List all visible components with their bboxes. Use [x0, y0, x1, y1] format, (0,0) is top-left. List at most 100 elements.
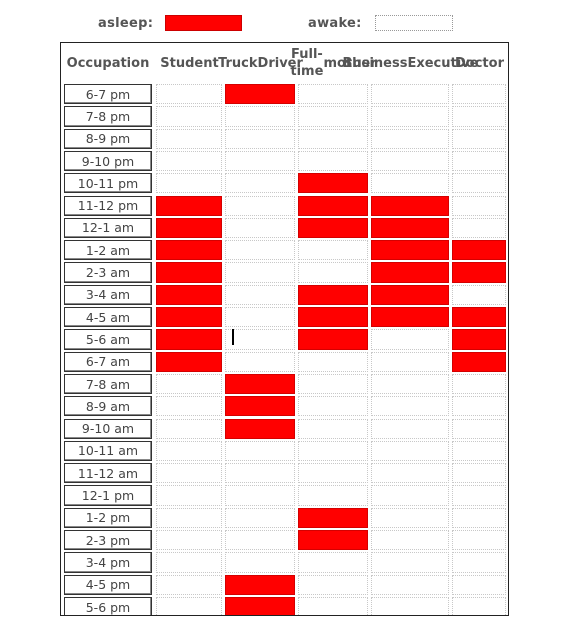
awake-cell [371, 418, 449, 439]
awake-cell [452, 128, 506, 149]
asleep-cell [452, 329, 506, 350]
time-slot-label: 4-5 am [64, 307, 152, 328]
awake-cell [452, 84, 506, 105]
asleep-cell [371, 307, 449, 328]
asleep-cell [452, 240, 506, 261]
awake-cell [225, 463, 295, 484]
asleep-cell [298, 217, 368, 239]
legend: asleep: awake: [0, 14, 565, 34]
awake-cell [225, 195, 295, 216]
asleep-cell [452, 262, 506, 283]
awake-cell [156, 574, 222, 595]
asleep-cell [371, 195, 449, 216]
awake-cell [452, 596, 506, 615]
awake-cell [225, 128, 295, 149]
awake-cell [298, 262, 368, 283]
asleep-cell [298, 195, 368, 216]
awake-cell [298, 418, 368, 439]
time-slot-label: 6-7 pm [64, 84, 152, 105]
awake-cell [452, 396, 506, 417]
awake-cell [225, 440, 295, 462]
awake-cell [298, 240, 368, 261]
awake-cell [225, 262, 295, 283]
awake-cell [225, 485, 295, 506]
awake-cell [371, 596, 449, 615]
awake-cell [298, 574, 368, 595]
awake-cell [452, 530, 506, 551]
time-slot-label: 11-12 am [64, 463, 152, 484]
awake-cell [452, 463, 506, 484]
awake-cell [298, 373, 368, 395]
legend-awake-swatch [375, 15, 453, 31]
time-slot-label: 1-2 pm [64, 507, 152, 528]
awake-cell [371, 574, 449, 595]
column-header-line: Doctor [455, 55, 504, 71]
time-slot-label: 8-9 pm [64, 128, 152, 149]
asleep-cell [298, 507, 368, 528]
time-slot-label: 6-7 am [64, 351, 152, 372]
column-header-line: Truck [218, 55, 258, 71]
text-cursor [232, 329, 234, 345]
awake-cell [452, 284, 506, 305]
awake-cell [225, 150, 295, 172]
asleep-cell [452, 307, 506, 328]
legend-awake-label: awake: [308, 16, 362, 31]
legend-asleep-swatch [165, 15, 242, 31]
awake-cell [452, 373, 506, 395]
awake-cell [298, 84, 368, 105]
time-slot-label: 9-10 am [64, 418, 152, 439]
column-header: Doctor [451, 43, 508, 83]
awake-cell [452, 195, 506, 216]
asleep-cell [225, 418, 295, 439]
asleep-cell [156, 284, 222, 305]
awake-cell [298, 150, 368, 172]
awake-cell [371, 128, 449, 149]
awake-cell [156, 507, 222, 528]
asleep-cell [371, 284, 449, 305]
asleep-cell [225, 596, 295, 615]
awake-cell [371, 329, 449, 350]
asleep-cell [156, 240, 222, 261]
time-slot-label: 7-8 am [64, 373, 152, 395]
awake-cell [156, 596, 222, 615]
awake-cell [156, 485, 222, 506]
column-header: Business Executive [343, 43, 479, 83]
awake-cell [452, 485, 506, 506]
awake-cell [298, 351, 368, 372]
column-header-line: Executive [407, 55, 479, 71]
asleep-cell [452, 351, 506, 372]
awake-cell [298, 463, 368, 484]
asleep-cell [225, 373, 295, 395]
awake-cell [225, 284, 295, 305]
awake-cell [225, 240, 295, 261]
asleep-cell [298, 307, 368, 328]
asleep-cell [371, 262, 449, 283]
awake-cell [156, 150, 222, 172]
awake-cell [156, 106, 222, 127]
awake-cell [452, 217, 506, 239]
awake-cell [452, 173, 506, 194]
awake-cell [156, 463, 222, 484]
awake-cell [225, 173, 295, 194]
legend-asleep-label: asleep: [98, 16, 154, 31]
column-header-line: Student [160, 55, 219, 71]
awake-cell [371, 485, 449, 506]
awake-cell [371, 507, 449, 528]
awake-cell [371, 552, 449, 573]
awake-cell [225, 507, 295, 528]
awake-cell [298, 440, 368, 462]
time-slot-label: 11-12 pm [64, 195, 152, 216]
time-slot-label: 3-4 pm [64, 552, 152, 573]
asleep-cell [225, 84, 295, 105]
asleep-cell [156, 217, 222, 239]
time-slot-label: 8-9 am [64, 396, 152, 417]
awake-cell [452, 418, 506, 439]
awake-cell [156, 128, 222, 149]
column-header-line: Driver [257, 55, 303, 71]
asleep-cell [225, 396, 295, 417]
awake-cell [225, 217, 295, 239]
time-slot-label: 10-11 pm [64, 173, 152, 194]
awake-cell [452, 150, 506, 172]
awake-cell [225, 329, 295, 350]
asleep-cell [225, 574, 295, 595]
